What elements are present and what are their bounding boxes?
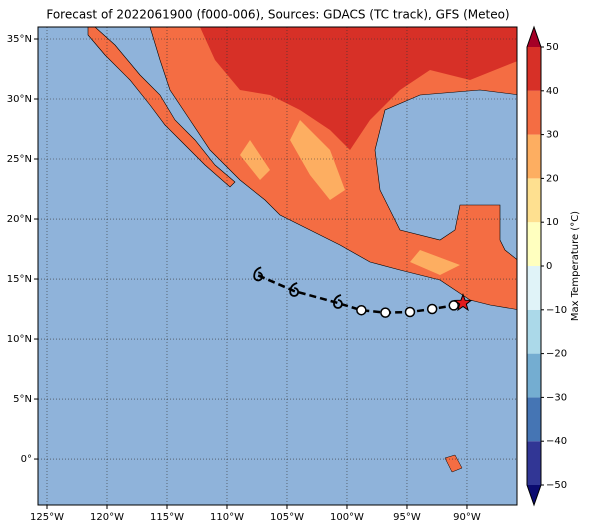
colorbar-label: Max Temperature (°C): [570, 211, 581, 321]
track-point: [426, 303, 438, 315]
cooler-region: [240, 120, 460, 275]
colorbar-tick-label: 40: [546, 86, 559, 97]
colorbar-tick-label: −10: [546, 305, 567, 316]
track-star: [453, 293, 473, 312]
colorbar-band: [527, 309, 541, 354]
x-tick-label: 120°W: [90, 512, 124, 523]
y-tick-label: 30°N: [7, 94, 32, 105]
y-tick-label: 25°N: [7, 154, 32, 165]
track-point: [380, 307, 391, 318]
hot-region: [200, 27, 517, 150]
y-tick-label: 20°N: [7, 214, 32, 225]
x-tick-label: 100°W: [330, 512, 364, 523]
colorbar-tick-label: 10: [546, 217, 559, 228]
baja-peninsula: [87, 27, 236, 188]
colorbar-tick-label: 30: [546, 130, 559, 141]
colorbar-band: [527, 134, 541, 179]
cyclone-symbol: [289, 282, 300, 297]
x-tick-label: 110°W: [210, 512, 244, 523]
colorbar-band: [527, 397, 541, 442]
cyclone-symbol: [253, 266, 264, 282]
y-tick-label: 10°N: [7, 334, 32, 345]
map-title: Forecast of 2022061900 (f000-006), Sourc…: [46, 8, 509, 22]
colorbar-band: [527, 353, 541, 398]
colorbar-band: [527, 441, 541, 485]
track-point: [448, 300, 460, 311]
y-tick-label: 15°N: [7, 274, 32, 285]
y-tick-label: 0°: [21, 454, 32, 465]
map-frame: [37, 26, 518, 506]
colorbar-tick-label: −50: [546, 480, 567, 491]
colorbar-band: [527, 178, 541, 223]
colorbar-band: [527, 47, 541, 91]
x-tick-label: 125°W: [30, 512, 64, 523]
colorbar-tick-label: 0: [546, 261, 552, 272]
colorbar-band: [527, 222, 541, 266]
track-point: [356, 304, 367, 316]
x-tick-label: 95°W: [393, 512, 421, 523]
land: [87, 27, 517, 473]
colorbar-tick-label: −40: [546, 436, 567, 447]
x-tick-label: 90°W: [453, 512, 481, 523]
colorbar-tick-label: −20: [546, 349, 567, 360]
y-tick-label: 35°N: [7, 34, 32, 45]
cyclone-symbol: [333, 294, 343, 309]
colorbar-extend-low: [527, 485, 541, 505]
colorbar-band: [527, 266, 541, 310]
colorbar-band: [527, 90, 541, 135]
y-tick-label: 5°N: [13, 394, 32, 405]
x-tick-label: 115°W: [150, 512, 184, 523]
colorbar-tick-label: 20: [546, 173, 559, 184]
colorbar-tick-label: 50: [546, 42, 559, 53]
track-point: [404, 306, 416, 318]
colorbar-tick-label: −30: [546, 392, 567, 403]
colorbar-extend-high: [527, 27, 541, 47]
x-tick-label: 105°W: [270, 512, 304, 523]
